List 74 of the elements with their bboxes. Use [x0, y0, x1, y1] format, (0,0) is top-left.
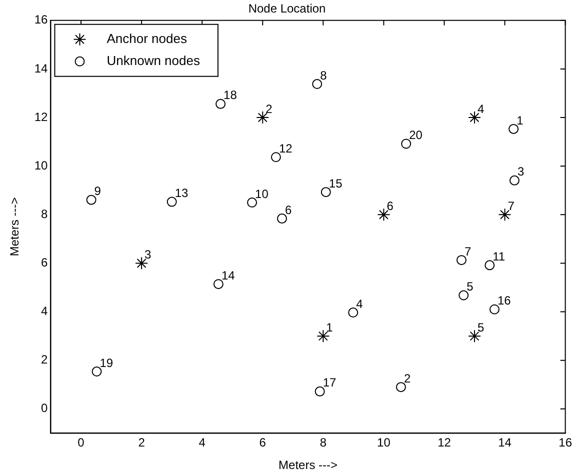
- annotation: 7: [508, 198, 515, 213]
- x-tick-label: 4: [198, 436, 206, 450]
- y-tick-label: 8: [41, 206, 48, 221]
- annotation: 4: [478, 102, 485, 116]
- point: [498, 208, 512, 222]
- annotation: 6: [386, 198, 394, 213]
- x-tick-label: 10: [377, 436, 391, 450]
- x-tick-label: 8: [320, 436, 327, 450]
- point: [484, 260, 495, 270]
- annotation: 18: [224, 88, 238, 102]
- x-tick-label: 16: [558, 436, 572, 450]
- legend-label: Anchor nodes: [106, 30, 188, 46]
- annotation: 7: [464, 244, 472, 258]
- x-axis-title: Meters --->: [278, 458, 338, 472]
- point: [247, 198, 258, 208]
- point: [92, 366, 102, 377]
- annotation: 10: [255, 186, 269, 201]
- annotation: 19: [100, 356, 114, 370]
- point: [458, 290, 469, 300]
- point: [401, 138, 412, 149]
- point: [508, 124, 519, 134]
- y-tick-label: 16: [34, 12, 48, 27]
- point: [277, 214, 288, 224]
- point: [312, 79, 322, 90]
- annotation: 5: [466, 280, 474, 294]
- x-tick-label: 2: [138, 436, 146, 450]
- y-tick-label: 12: [34, 110, 48, 124]
- point: [316, 330, 330, 343]
- y-axis-title: Meters --->: [8, 197, 22, 256]
- annotation: 15: [328, 176, 343, 190]
- point: [166, 196, 177, 207]
- annotation: 2: [404, 371, 411, 386]
- annotation: 2: [266, 102, 273, 116]
- x-tick-label: 12: [438, 436, 452, 450]
- point: [86, 194, 96, 205]
- legend-label: Unknown nodes: [106, 52, 200, 68]
- annotation: 1: [326, 320, 334, 334]
- annotation: 6: [285, 202, 292, 217]
- annotation: 16: [497, 294, 512, 308]
- annotation: 14: [221, 268, 236, 282]
- y-tick-label: 6: [41, 256, 48, 270]
- annotation: 5: [478, 320, 485, 334]
- point: [213, 279, 224, 290]
- point: [468, 111, 482, 124]
- point: [489, 304, 500, 314]
- point: [396, 382, 406, 392]
- y-tick-label: 2: [41, 352, 48, 367]
- y-tick-label: 4: [41, 304, 48, 318]
- annotation: 4: [356, 296, 364, 311]
- y-tick-label: 10: [34, 158, 48, 172]
- x-tick-label: 0: [78, 436, 85, 450]
- x-tick-label: 6: [259, 436, 266, 450]
- annotation: 20: [409, 128, 423, 142]
- annotation: 17: [322, 376, 337, 390]
- y-tick-label: 14: [34, 61, 48, 76]
- annotation: 13: [174, 186, 188, 200]
- x-tick-label: 14: [498, 436, 512, 450]
- annotation: 9: [94, 184, 102, 198]
- annotation: 3: [517, 164, 524, 179]
- point: [256, 111, 270, 124]
- annotation: 8: [320, 68, 328, 82]
- annotation: 1: [516, 113, 524, 128]
- point: [509, 175, 520, 186]
- y-tick-label: 0: [41, 401, 48, 416]
- annotation: 11: [492, 249, 506, 264]
- point: [270, 152, 281, 162]
- point: [456, 255, 467, 266]
- annotation: 12: [278, 141, 293, 156]
- point: [320, 187, 331, 198]
- point: [314, 386, 325, 396]
- point: [348, 308, 358, 318]
- annotation: 3: [144, 248, 152, 262]
- chart-title: Node Location: [248, 2, 326, 16]
- point: [216, 98, 226, 109]
